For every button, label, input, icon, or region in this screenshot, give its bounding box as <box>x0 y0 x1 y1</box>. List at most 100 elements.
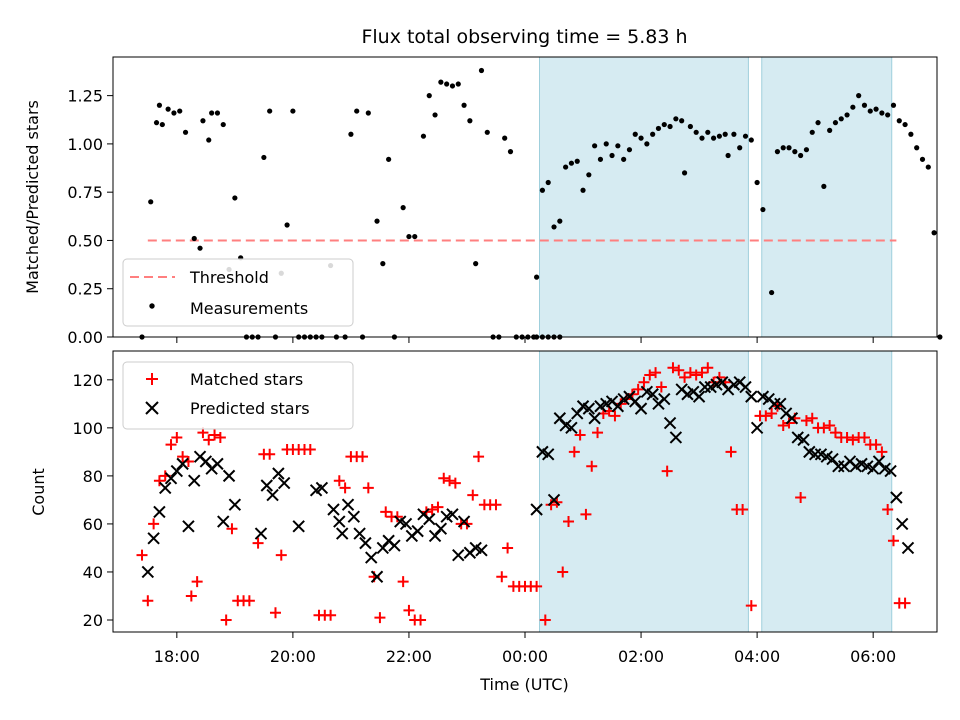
measurement-point <box>153 120 160 126</box>
top-plot-frame <box>112 56 938 338</box>
measurement-point <box>148 199 154 205</box>
measurement-point <box>644 141 650 147</box>
predicted-stars-points <box>141 376 915 583</box>
bottom-y-tick-label: 20 <box>83 611 103 630</box>
matched-star-point <box>380 506 392 518</box>
measurement-point <box>655 125 662 132</box>
matched-star-point <box>243 595 255 607</box>
matched-star-point <box>795 492 807 504</box>
matched-star-point <box>185 590 197 602</box>
measurement-point <box>815 120 821 126</box>
legend-matched-swatch <box>146 373 158 385</box>
measurement-point <box>844 112 850 118</box>
measurement-point <box>786 145 792 151</box>
matched-star-point <box>777 419 789 431</box>
measurement-point <box>937 334 943 340</box>
predicted-star-point <box>565 421 578 435</box>
matched-star-point <box>609 410 621 422</box>
predicted-star-point <box>365 551 378 564</box>
matched-star-point <box>870 439 882 451</box>
measurement-point <box>896 118 902 124</box>
measurement-point <box>850 104 856 110</box>
measurement-point <box>737 145 743 151</box>
measurement-point <box>681 170 688 176</box>
top-panel: 0.00 0.25 0.50 0.75 1.00 1.25 Matched/Predict… <box>23 56 943 347</box>
bottom-y-tick-label: 60 <box>83 515 103 534</box>
matched-star-point <box>737 504 749 516</box>
measurement-point <box>809 129 815 135</box>
matched-star-point <box>632 383 644 395</box>
matched-star-point <box>806 412 818 424</box>
matched-star-point <box>275 549 287 561</box>
measurement-point <box>705 129 711 135</box>
legend-matched-label: Matched stars <box>190 370 303 389</box>
matched-star-point <box>702 362 714 374</box>
predicted-star-point <box>475 544 488 557</box>
matched-star-point <box>829 427 841 439</box>
measurement-point <box>191 235 197 242</box>
measurement-point <box>603 141 609 147</box>
bottom-legend-box <box>122 361 354 430</box>
matched-star-point <box>858 431 870 443</box>
top-y-axis-ticks: 0.00 0.25 0.50 0.75 1.00 1.25 <box>67 87 113 347</box>
measurement-point <box>699 135 705 141</box>
predicted-star-point <box>277 476 291 490</box>
matched-star-point <box>438 472 450 484</box>
predicted-star-point <box>542 448 555 461</box>
matched-star-point <box>545 499 557 511</box>
matched-star-point <box>592 427 604 439</box>
matched-star-point <box>502 542 514 554</box>
matched-star-point <box>760 410 772 422</box>
measurement-point <box>539 187 546 193</box>
observing-window-span <box>761 56 893 338</box>
measurement-point <box>914 145 920 151</box>
predicted-star-point <box>315 481 329 495</box>
matched-star-point <box>655 381 667 393</box>
matched-star-point <box>209 429 221 441</box>
measurement-point <box>722 131 728 137</box>
measurement-point <box>386 156 392 162</box>
measurement-point <box>444 81 450 87</box>
matched-star-point <box>638 376 650 388</box>
measurement-point <box>632 131 638 137</box>
matched-star-point <box>325 609 337 621</box>
predicted-star-point <box>266 488 279 502</box>
matched-star-point <box>220 614 232 626</box>
measurement-point <box>856 93 862 99</box>
measurement-point <box>545 179 551 186</box>
measurement-point <box>693 129 699 135</box>
measurement-point <box>159 121 165 128</box>
predicted-star-point <box>582 402 596 415</box>
measurement-point <box>461 102 467 108</box>
measurement-point <box>365 110 371 116</box>
bottom-y-tick-label: 120 <box>72 371 103 390</box>
measurement-point <box>177 108 183 114</box>
legend-predicted-label: Predicted stars <box>190 399 310 418</box>
predicted-star-point <box>745 390 758 403</box>
top-observing-windows <box>539 56 893 338</box>
bottom-y-tick-label: 100 <box>72 419 103 438</box>
matched-star-point <box>339 482 351 494</box>
measurement-point <box>171 110 177 116</box>
matched-star-point <box>696 367 708 379</box>
predicted-star-point <box>452 548 465 562</box>
measurement-point <box>438 79 444 85</box>
bottom-y-tick-label: 40 <box>83 563 103 582</box>
matched-star-point <box>473 451 485 463</box>
measurement-point <box>420 133 427 139</box>
matched-star-point <box>397 576 409 588</box>
measurement-point <box>467 118 473 124</box>
measurement-point <box>400 205 406 211</box>
predicted-star-point <box>188 474 201 487</box>
measurement-point <box>574 158 580 164</box>
predicted-star-point <box>292 520 305 533</box>
matched-star-point <box>745 600 757 612</box>
matched-star-point <box>725 446 737 458</box>
predicted-star-point <box>530 503 543 516</box>
matched-star-point <box>679 371 691 383</box>
predicted-star-point <box>901 541 915 555</box>
bottom-panel: 20 40 60 80 100 120 18:00 20:00 22:00 00:00 02:00… <box>29 350 938 694</box>
measurement-point <box>374 218 380 224</box>
bottom-y-axis-label: Count <box>29 468 48 516</box>
